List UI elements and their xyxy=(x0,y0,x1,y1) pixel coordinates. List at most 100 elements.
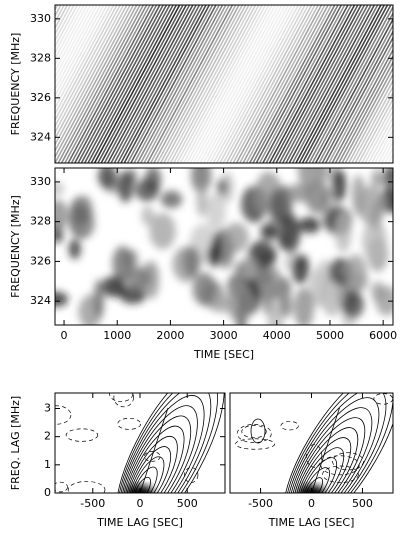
stripe xyxy=(133,5,220,163)
stripe xyxy=(239,5,326,163)
contour-line xyxy=(125,425,185,493)
image-texture xyxy=(55,393,225,493)
stripe xyxy=(235,5,323,163)
stripe xyxy=(199,5,286,163)
image-texture xyxy=(55,5,400,163)
x-tick-label: 6000 xyxy=(369,329,397,342)
blob xyxy=(119,285,147,304)
image-texture xyxy=(235,393,393,493)
blob xyxy=(210,295,233,313)
y-tick-label: 330 xyxy=(30,175,51,188)
stripe xyxy=(351,85,393,163)
contour-line xyxy=(128,446,172,493)
stripe xyxy=(130,5,217,163)
blob xyxy=(149,213,176,250)
stripe xyxy=(80,5,168,163)
y-axis-label: FREQUENCY [MHz] xyxy=(9,33,22,136)
blob xyxy=(101,276,126,298)
blob xyxy=(55,181,65,196)
blob xyxy=(233,260,260,280)
dashed-contour xyxy=(55,481,68,493)
stripe xyxy=(70,5,158,163)
stripe xyxy=(55,5,141,163)
blob xyxy=(55,291,69,307)
stripe xyxy=(55,5,108,104)
stripe xyxy=(225,5,313,163)
stripe xyxy=(55,5,105,98)
stripe xyxy=(103,5,191,163)
blob xyxy=(375,285,393,316)
stripe xyxy=(189,5,277,163)
stripe xyxy=(149,5,237,163)
contour-line xyxy=(127,435,178,493)
stripe xyxy=(374,128,393,163)
dashed-contour xyxy=(113,393,134,408)
dashed-contour xyxy=(305,444,323,468)
stripe xyxy=(215,5,303,163)
stripe xyxy=(321,29,393,163)
blob xyxy=(112,245,133,281)
blob xyxy=(344,254,367,292)
blob xyxy=(291,254,310,285)
stripe xyxy=(159,5,247,163)
contour-line xyxy=(250,418,266,444)
stripe xyxy=(55,5,88,67)
y-tick-label: 3 xyxy=(44,401,51,414)
blob xyxy=(206,192,226,231)
stripe xyxy=(354,91,393,163)
stripe xyxy=(153,5,240,163)
ridge-line xyxy=(139,407,169,493)
dashed-contour xyxy=(117,417,142,430)
stripe xyxy=(285,5,372,163)
contour-line xyxy=(294,427,359,493)
x-tick-label: 500 xyxy=(177,497,198,510)
stripe xyxy=(262,5,349,163)
dashed-contour xyxy=(55,405,72,425)
stripe xyxy=(93,5,181,163)
stripe xyxy=(83,5,171,163)
contour-line xyxy=(120,395,205,493)
blob xyxy=(260,222,279,240)
stripe xyxy=(347,78,393,163)
y-tick-label: 328 xyxy=(30,215,51,228)
blob xyxy=(192,272,217,306)
contour-line xyxy=(292,417,366,493)
x-tick-label: 0 xyxy=(308,497,315,510)
y-tick-label: 0 xyxy=(44,486,51,499)
stripe xyxy=(242,5,329,163)
stripe xyxy=(126,5,214,163)
blob xyxy=(268,189,284,224)
blob xyxy=(73,204,91,228)
stripe xyxy=(166,5,253,163)
stripe xyxy=(206,5,293,163)
x-tick-label: 500 xyxy=(352,497,373,510)
blob xyxy=(191,168,212,194)
panel: 324 326 328 330 FREQUENCY [MHz] xyxy=(9,4,400,164)
stripe xyxy=(219,5,306,163)
y-tick-label: 328 xyxy=(30,51,51,64)
stripe xyxy=(364,109,393,163)
stripe xyxy=(222,5,310,163)
dashed-contour xyxy=(184,467,199,483)
stripe xyxy=(55,5,121,128)
stripe xyxy=(387,152,393,163)
blob xyxy=(141,205,154,226)
stripe xyxy=(395,5,400,163)
dashed-contour xyxy=(109,393,134,402)
stripe xyxy=(163,5,250,163)
stripe xyxy=(371,121,393,163)
axes-frame xyxy=(54,4,394,164)
stripe xyxy=(140,5,227,163)
y-tick-label: 1 xyxy=(44,458,51,471)
image-texture xyxy=(55,168,393,325)
stripe xyxy=(301,5,389,163)
stripe xyxy=(55,5,135,153)
stripe xyxy=(55,5,131,147)
stripe xyxy=(331,48,393,163)
blob xyxy=(370,171,384,187)
y-tick-label: 2 xyxy=(44,430,51,443)
stripe xyxy=(367,115,393,163)
stripe xyxy=(182,5,270,163)
stripe xyxy=(169,5,257,163)
stripe xyxy=(272,5,359,163)
